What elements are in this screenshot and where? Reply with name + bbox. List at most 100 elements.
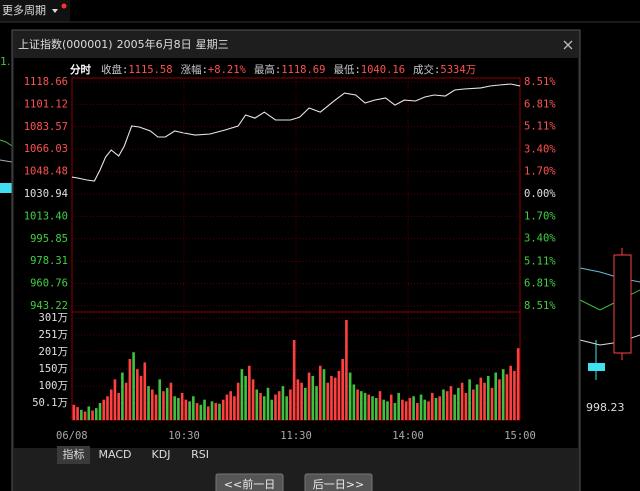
volume-bar [292,340,296,420]
volume-bar [378,391,382,420]
y2-tick-label: 6.81% [524,98,556,110]
bg-line [0,159,13,163]
quote-header: 分时 收盘:1115.58 涨幅:+8.21% 最高:1118.69 最低:1040.1… [70,63,476,76]
volume-bar [221,399,225,420]
field-value: 1118.69 [281,64,325,76]
volume-bar [486,375,490,420]
volume-bar [251,379,255,420]
volume-bar [501,369,505,420]
volume-bar [311,375,315,420]
period-menu[interactable]: 更多周期 [2,3,46,17]
volume-bar [180,392,184,420]
field-value: 5334万 [440,64,476,76]
volume-bar [356,389,359,420]
close-button[interactable] [563,40,573,50]
volume-bar [162,391,165,420]
x-tick-label: 10:30 [168,430,200,442]
volume-bar [423,399,427,420]
volume-bar [184,399,188,420]
volume-bar [412,396,415,420]
y-tick-label: 978.31 [30,255,68,267]
next-day-label[interactable]: 后一日>> [313,478,364,491]
volume-bar [113,379,117,420]
volume-bar [468,379,471,420]
volume-bar [83,411,87,420]
y2-tick-label: 5.11% [524,255,556,267]
volume-bar [262,396,266,420]
y-tick-label: 301万 [39,312,68,324]
y2-tick-label: 8.51% [524,76,556,88]
volume-bar [143,362,147,420]
tab[interactable]: KDJ [152,448,171,461]
x-tick-label: 14:00 [392,430,424,442]
volume-bar [341,359,344,420]
volume-bar [389,394,393,420]
field-value: 1040.16 [361,64,405,76]
volume-bar [91,410,94,420]
volume-bar [479,377,483,420]
volume-bar [464,392,468,420]
x-tick-label: 06/08 [56,430,88,442]
volume-bar [494,372,498,420]
volume-bar [177,397,180,420]
volume-bar [322,369,326,420]
bg-line [0,139,13,147]
volume-bar [210,401,214,420]
y-tick-label: 251万 [39,329,68,341]
volume-bar [285,396,288,420]
prev-day-label[interactable]: <<前一日 [224,477,275,491]
volume-bar [80,409,83,420]
volume-bar [457,387,460,420]
next-day-button[interactable] [304,473,373,491]
volume-bar [453,394,456,420]
y2-tick-label: 3.40% [524,233,556,245]
volume-bar [274,394,277,420]
volume-bar [404,401,408,420]
title-symbol: 上证指数(000001) [18,37,113,51]
title-weekday: 星期三 [196,38,229,51]
prev-day-button[interactable] [215,473,284,491]
volume-bar [225,394,229,420]
volume-bar [150,389,154,420]
volume-bar [94,408,98,420]
tab[interactable]: MACD [99,448,132,461]
volume-bar [330,375,333,420]
volume-bar [169,382,173,420]
volume-bar [206,406,210,420]
y-tick-label: 995.85 [30,233,68,245]
y2-tick-label: 3.40% [524,143,556,155]
volume-bar [277,391,281,420]
tab[interactable]: 指标 [63,447,85,461]
volume-bar [106,396,109,420]
volume-bar [229,391,232,420]
volume-bar [132,352,135,420]
bg-label: 1. [0,55,11,68]
volume-bar [513,370,516,420]
field-value: 1115.58 [128,64,172,76]
bg-candle [0,183,12,193]
volume-bar [490,387,494,420]
y2-tick-label: 1.70% [524,166,556,178]
volume-bar [460,382,464,420]
volume-bar [244,375,247,420]
y-tick-label: 943.22 [30,300,68,312]
price-line [71,83,521,182]
volume-bar [233,396,236,420]
y-tick-label: 1118.66 [24,76,68,88]
y-tick-label: 1030.94 [24,188,68,200]
y-tick-label: 201万 [39,346,68,358]
y2-tick-label: 1.70% [524,210,556,222]
volume-bar [307,372,311,420]
volume-bar [158,379,162,420]
volume-bar [87,406,91,420]
volume-bar [345,320,348,420]
volume-bar [214,403,218,420]
y2-tick-label: 0.00% [524,188,556,200]
tab[interactable]: RSI [191,448,209,461]
y-tick-label: 50.1万 [32,397,68,409]
y-tick-label: 100万 [39,380,68,392]
volume-bar [393,403,397,420]
field-label: 最低: [333,63,360,76]
volume-bar [472,389,475,420]
